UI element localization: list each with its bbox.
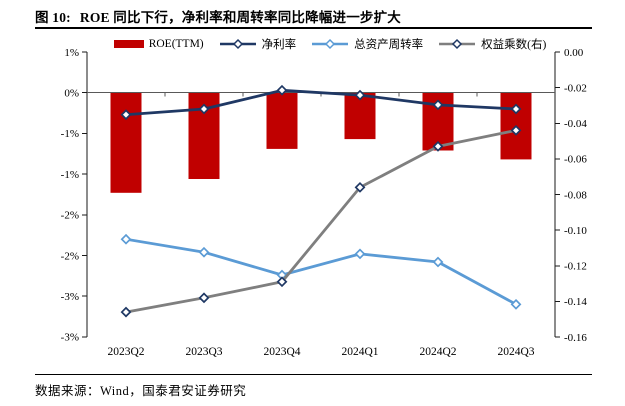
left-axis-label: -1% xyxy=(61,169,79,181)
bar-2023Q2 xyxy=(110,92,142,193)
figure-title: 图 10: ROE 同比下行，净利率和周转率同比降幅进一步扩大 xyxy=(35,6,401,26)
marker-2024Q2 xyxy=(432,141,444,152)
left-axis-label: -2% xyxy=(61,250,79,262)
legend-label: 总资产周转率 xyxy=(354,39,424,51)
category-label: 2023Q3 xyxy=(185,346,222,358)
marker-2023Q3 xyxy=(198,103,210,115)
marker-2024Q3 xyxy=(510,298,522,310)
right-axis-label: -0.08 xyxy=(564,189,587,201)
category-label: 2023Q2 xyxy=(107,346,144,358)
legend-line-swatch xyxy=(312,38,349,50)
right-axis-label: -0.16 xyxy=(564,332,587,344)
legend-item-3: 权益乘数(右) xyxy=(438,36,546,52)
left-axis-label: -1% xyxy=(61,128,79,140)
left-axis-label: 1% xyxy=(64,47,79,59)
marker-2023Q2 xyxy=(120,233,132,245)
marker-2024Q3 xyxy=(510,124,522,136)
marker-2024Q2 xyxy=(432,256,444,268)
marker-2024Q3 xyxy=(510,103,522,115)
figure-number: 图 10: xyxy=(35,10,71,25)
legend-item-1: 净利率 xyxy=(219,36,297,52)
chart-legend: ROE(TTM) 净利率 总资产周转率 权益乘数(右) xyxy=(90,36,570,52)
category-label: 2024Q2 xyxy=(419,346,456,358)
right-axis-label: 0.00 xyxy=(564,47,584,59)
category-label: 2023Q4 xyxy=(263,346,300,358)
figure-caption: ROE 同比下行，净利率和周转率同比降幅进一步扩大 xyxy=(79,10,402,25)
legend-label: 净利率 xyxy=(261,39,297,51)
right-axis-label: -0.04 xyxy=(564,118,587,130)
marker-2023Q4 xyxy=(276,276,288,288)
title-divider xyxy=(35,27,592,29)
line-净利率 xyxy=(124,88,518,117)
marker-2024Q1 xyxy=(354,181,366,193)
left-axis-label: -3% xyxy=(61,291,79,303)
marker-2023Q3 xyxy=(198,292,210,304)
marker-2023Q2 xyxy=(120,306,132,318)
legend-item-0: ROE(TTM) xyxy=(113,38,204,50)
bar-2023Q4 xyxy=(266,92,298,149)
right-axis-label: -0.02 xyxy=(564,82,587,94)
left-axis-label: 0% xyxy=(64,88,79,100)
footer-divider xyxy=(35,374,592,375)
legend-line-swatch xyxy=(439,38,476,50)
marker-2024Q1 xyxy=(354,248,366,260)
right-axis-label: -0.14 xyxy=(564,296,587,308)
legend-label: ROE(TTM) xyxy=(148,38,204,50)
line-总资产周转率 xyxy=(124,237,518,306)
right-axis-label: -0.12 xyxy=(564,261,587,273)
category-label: 2024Q1 xyxy=(341,346,378,358)
left-axis-label: -2% xyxy=(61,210,79,222)
legend-label: 权益乘数(右) xyxy=(481,39,547,51)
marker-2023Q3 xyxy=(198,246,210,258)
legend-item-2: 总资产周转率 xyxy=(311,36,423,52)
data-source: 数据来源：Wind，国泰君安证券研究 xyxy=(35,384,247,398)
left-axis-label: -3% xyxy=(61,332,79,344)
category-label: 2024Q3 xyxy=(497,346,534,358)
right-axis-label: -0.10 xyxy=(564,225,587,237)
right-axis-label: -0.06 xyxy=(564,154,587,166)
marker-2023Q4 xyxy=(276,84,288,96)
legend-line-swatch xyxy=(219,38,256,50)
marker-2024Q2 xyxy=(432,99,444,111)
line-权益乘数(右) xyxy=(124,128,518,314)
marker-2024Q1 xyxy=(354,89,366,101)
marker-2023Q2 xyxy=(120,109,132,121)
legend-bar-swatch xyxy=(113,40,144,48)
